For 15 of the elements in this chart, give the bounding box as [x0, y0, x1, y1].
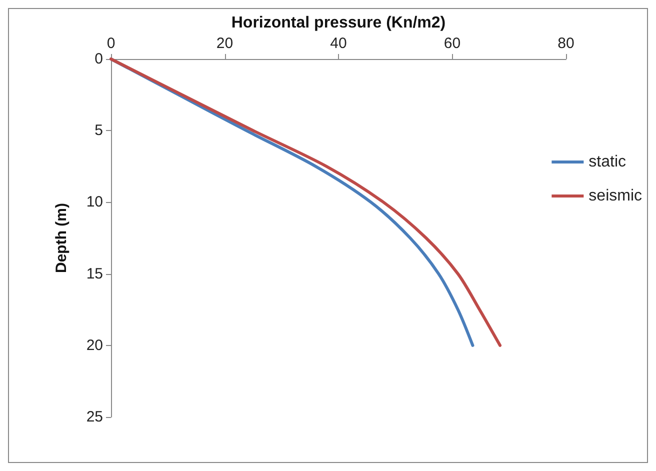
- y-axis-title: Depth (m): [53, 203, 70, 273]
- x-tick-label: 40: [330, 35, 347, 52]
- x-tick-label: 80: [558, 35, 574, 52]
- y-tick-label: 20: [86, 336, 103, 354]
- x-tick-label: 0: [106, 35, 116, 52]
- x-tick-label: 20: [216, 35, 234, 52]
- legend-label: seismic: [588, 188, 642, 204]
- legend-label: static: [588, 154, 626, 170]
- y-tick-label: 25: [86, 408, 103, 426]
- y-tick-label: 10: [86, 194, 103, 211]
- x-axis-title: Horizontal pressure (Kn/m2): [231, 14, 446, 32]
- y-tick-label: 15: [86, 265, 103, 282]
- x-tick-label: 60: [444, 35, 461, 52]
- y-tick-label: 5: [94, 122, 103, 140]
- y-tick-label: 0: [94, 50, 103, 68]
